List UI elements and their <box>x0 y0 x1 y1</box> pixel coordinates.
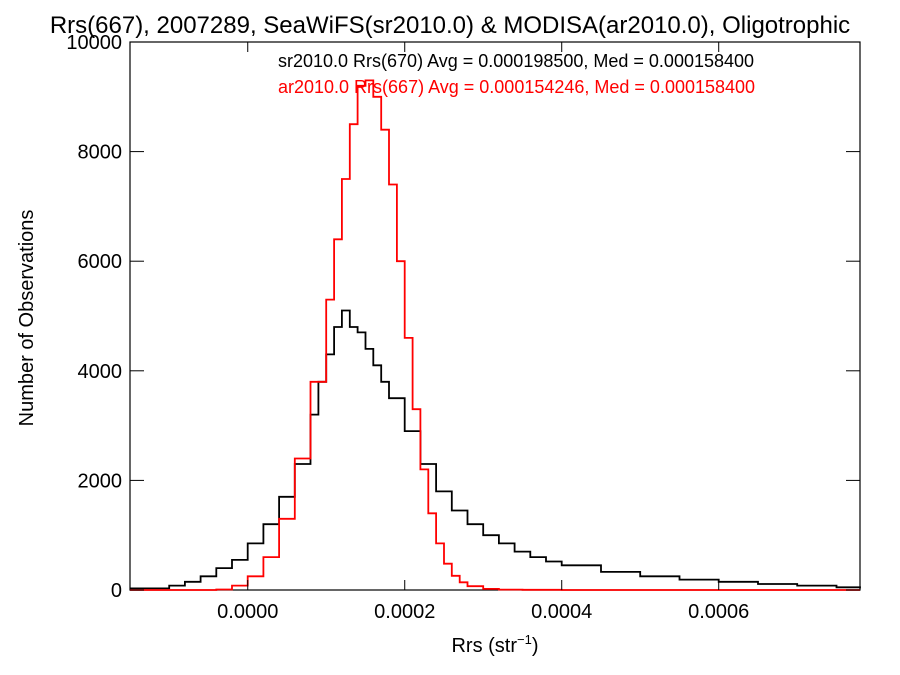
series-layer <box>130 79 861 591</box>
series-line-0 <box>130 309 861 590</box>
y-tick-label: 6000 <box>78 251 123 273</box>
y-tick-label: 0 <box>111 580 122 602</box>
y-tick-label: 2000 <box>78 470 123 492</box>
y-tick-label: 4000 <box>78 361 123 383</box>
y-axis-label: Number of Observations <box>16 210 38 427</box>
x-axis-label-suffix: ) <box>532 635 539 657</box>
legend-entry-sr2010: sr2010.0 Rrs(670) Avg = 0.000198500, Med… <box>278 51 754 71</box>
legend-entry-ar2010: ar2010.0 Rrs(667) Avg = 0.000154246, Med… <box>278 77 755 97</box>
x-tick-label: 0.0002 <box>374 601 435 623</box>
plot-frame <box>129 41 861 591</box>
x-axis-label: Rrs (str−1) <box>451 632 538 657</box>
x-axis-label-superscript: −1 <box>517 632 532 647</box>
x-tick-label: 0.0004 <box>531 601 592 623</box>
x-axis-label-main: Rrs (str <box>451 635 517 657</box>
plot-area <box>129 41 861 591</box>
chart-title: Rrs(667), 2007289, SeaWiFS(sr2010.0) & M… <box>50 12 850 39</box>
series-line-1 <box>130 79 860 591</box>
axis-layer: 0.0000 0.0002 0.0004 0.0006 0 2000 4000 6000 800… <box>66 32 860 623</box>
y-tick-label: 8000 <box>78 142 123 164</box>
y-tick-label: 10000 <box>66 32 122 54</box>
x-tick-label: 0.0000 <box>217 601 278 623</box>
x-tick-label: 0.0006 <box>688 601 749 623</box>
